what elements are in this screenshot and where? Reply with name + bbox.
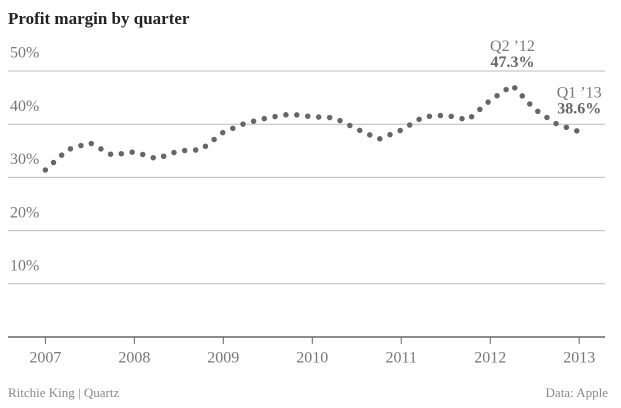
x-tick-label: 2009 (207, 350, 239, 367)
data-line (42, 81, 582, 173)
x-tick-label: 2011 (386, 350, 417, 367)
y-tick-label: 10% (10, 257, 39, 274)
x-tick-label: 2007 (29, 350, 61, 367)
data-label: 38.6% (557, 100, 601, 117)
y-tick-label: 40% (10, 98, 39, 115)
x-tick-label: 2013 (563, 350, 595, 367)
point-label: Q2 ’12 (490, 38, 535, 55)
source: Ritchie King | Quartz (8, 385, 119, 400)
x-tick-label: 2012 (474, 350, 506, 367)
point-label: Q1 ’13 (557, 84, 602, 101)
y-tick-label: 20% (10, 204, 39, 221)
data-label: 47.3% (490, 54, 534, 71)
y-tick-label: 30% (10, 151, 39, 168)
chart-title: Profit margin by quarter (8, 9, 190, 28)
x-tick-label: 2008 (118, 350, 150, 367)
data-credit: Data: Apple (546, 385, 609, 400)
x-tick-label: 2010 (296, 350, 328, 367)
y-tick-label: 50% (10, 45, 39, 62)
